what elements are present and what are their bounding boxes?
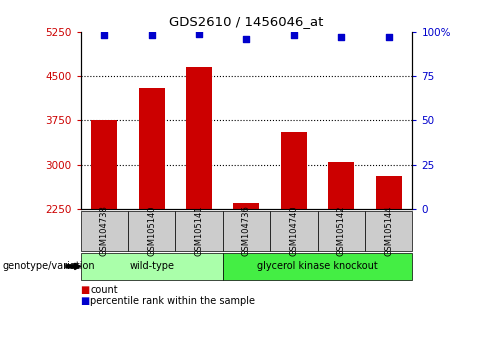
Text: ■: ■ [81,285,90,295]
Text: GSM104736: GSM104736 [242,206,251,256]
Bar [186,67,212,209]
Point [148,33,156,38]
Text: GSM105140: GSM105140 [147,206,156,256]
Text: GSM105144: GSM105144 [384,206,393,256]
Bar [328,162,354,209]
Bar [139,88,164,209]
Text: GSM104738: GSM104738 [100,206,109,256]
Point [101,33,108,38]
Bar [91,120,117,209]
Point [195,31,203,36]
Text: percentile rank within the sample: percentile rank within the sample [90,296,255,306]
Text: wild-type: wild-type [129,261,174,272]
Point [243,36,250,42]
Text: GSM105142: GSM105142 [337,206,346,256]
Text: glycerol kinase knockout: glycerol kinase knockout [257,261,378,272]
Point [290,33,298,38]
Title: GDS2610 / 1456046_at: GDS2610 / 1456046_at [169,15,324,28]
Text: ■: ■ [81,296,90,306]
Bar [281,132,307,209]
Bar [233,203,260,209]
Text: count: count [90,285,118,295]
Text: GSM105141: GSM105141 [195,206,203,256]
Point [337,34,345,40]
Text: genotype/variation: genotype/variation [2,261,95,272]
Point [385,34,392,40]
Text: GSM104740: GSM104740 [289,206,298,256]
Bar [376,176,402,209]
